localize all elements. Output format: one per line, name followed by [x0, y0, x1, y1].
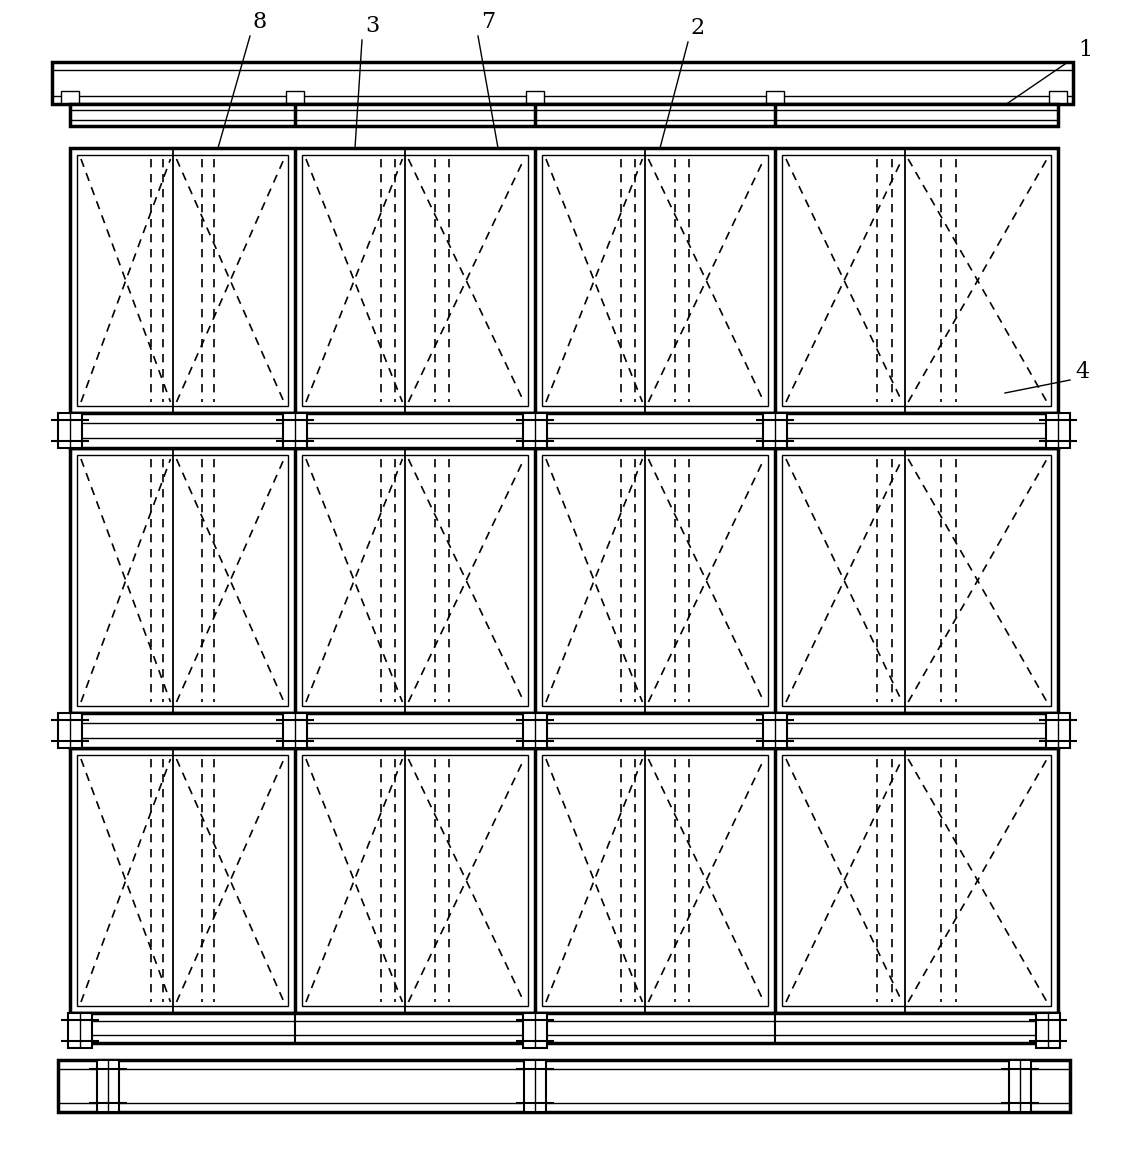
Bar [70, 105, 1058, 126]
Bar [763, 713, 787, 748]
Bar [1049, 90, 1067, 103]
Bar [283, 713, 307, 748]
Bar [70, 748, 1058, 1013]
Text: 3: 3 [365, 15, 379, 36]
Bar [68, 1013, 92, 1048]
Bar [1036, 1013, 1060, 1048]
Bar [302, 155, 528, 407]
Bar [302, 455, 528, 706]
Bar [96, 1060, 119, 1112]
Bar [766, 90, 784, 103]
Bar [782, 756, 1051, 1006]
Bar [526, 90, 544, 103]
Bar [542, 756, 767, 1006]
Bar [70, 412, 1058, 448]
Text: 1: 1 [1078, 39, 1092, 61]
Bar [302, 756, 528, 1006]
Bar [70, 148, 1058, 412]
Bar [70, 448, 1058, 713]
Bar [77, 155, 288, 407]
Bar [286, 90, 304, 103]
Text: 4: 4 [1075, 361, 1089, 383]
Bar [542, 155, 767, 407]
Bar [70, 713, 1058, 748]
Text: 2: 2 [691, 16, 705, 39]
Bar [77, 455, 288, 706]
Bar [782, 455, 1051, 706]
Bar [524, 1060, 546, 1112]
Bar [77, 756, 288, 1006]
Bar [1046, 713, 1070, 748]
Bar [763, 412, 787, 448]
Bar [1046, 412, 1070, 448]
Bar [61, 90, 79, 103]
Bar [58, 713, 82, 748]
Bar [523, 713, 548, 748]
Bar [52, 62, 1073, 105]
Text: 7: 7 [481, 11, 495, 33]
Bar [1009, 1060, 1031, 1112]
Bar [782, 155, 1051, 407]
Bar [523, 1013, 548, 1048]
Bar [542, 455, 767, 706]
Bar [58, 412, 82, 448]
Bar [58, 1060, 1070, 1112]
Text: 8: 8 [252, 11, 267, 33]
Bar [523, 412, 548, 448]
Bar [283, 412, 307, 448]
Bar [70, 1013, 1058, 1043]
